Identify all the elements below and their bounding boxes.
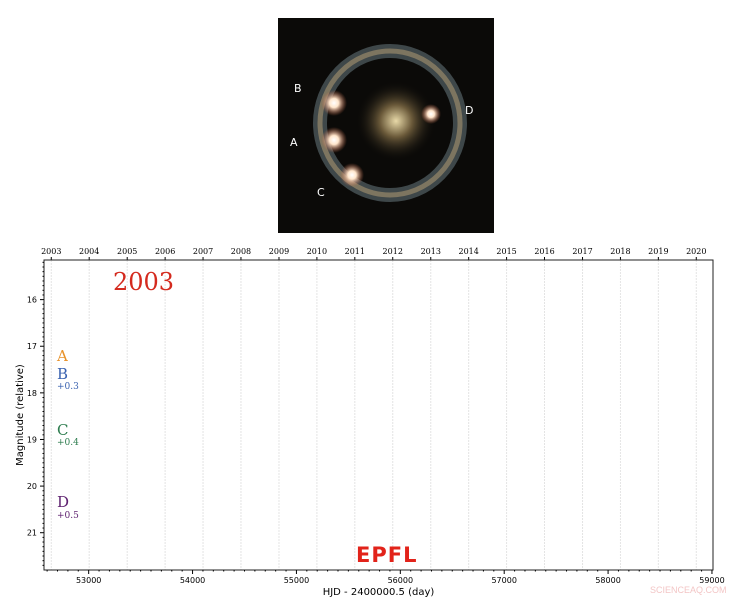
top-tick-label: 2009 — [269, 247, 289, 256]
legend-b: B — [57, 366, 68, 382]
y-tick-label: 21 — [27, 529, 37, 538]
x-tick-label: 58000 — [595, 576, 620, 585]
top-tick-label: 2010 — [307, 247, 327, 256]
legend-d: D — [57, 494, 69, 510]
epfl-logo: EPFL — [356, 543, 418, 567]
top-tick-label: 2018 — [610, 247, 630, 256]
top-tick-label: 2004 — [79, 247, 99, 256]
top-tick-label: 2020 — [686, 247, 706, 256]
x-tick-label: 54000 — [180, 576, 205, 585]
x-tick-label: 56000 — [388, 576, 413, 585]
x-tick-label: 53000 — [76, 576, 101, 585]
top-tick-label: 2007 — [193, 247, 213, 256]
y-tick-label: 16 — [27, 296, 37, 305]
top-tick-label: 2006 — [155, 247, 175, 256]
top-tick-label: 2013 — [421, 247, 441, 256]
y-axis-label: Magnitude (relative) — [15, 364, 26, 466]
image-label-c: C — [317, 186, 325, 199]
top-tick-label: 2016 — [534, 247, 554, 256]
top-tick-label: 2011 — [345, 247, 365, 256]
top-tick-label: 2019 — [648, 247, 668, 256]
watermark: SCIENCEAQ.COM — [650, 585, 727, 595]
legend-c: C — [57, 422, 68, 438]
legend-a-name: A — [57, 347, 68, 365]
y-tick-label: 18 — [27, 389, 37, 398]
y-tick-label: 19 — [27, 435, 37, 444]
legend-c-offset: +0.4 — [57, 438, 79, 448]
plot-frame — [43, 259, 714, 571]
lensed-quasar-image: B A C D — [278, 18, 494, 233]
top-tick-label: 2008 — [231, 247, 251, 256]
y-tick-label: 20 — [27, 482, 37, 491]
legend-b-offset: +0.3 — [57, 382, 79, 392]
legend-c-name: C — [57, 421, 69, 439]
legend-d-offset: +0.5 — [57, 511, 79, 521]
top-tick-label: 2012 — [383, 247, 403, 256]
top-tick-label: 2015 — [496, 247, 516, 256]
legend-a: A — [57, 348, 68, 364]
top-tick-label: 2017 — [572, 247, 592, 256]
current-year-label: 2003 — [113, 268, 175, 296]
top-tick-label: 2014 — [458, 247, 478, 256]
top-tick-label: 2003 — [41, 247, 61, 256]
x-axis-label: HJD - 2400000.5 (day) — [323, 587, 435, 598]
x-tick-label: 55000 — [284, 576, 309, 585]
x-tick-label: 59000 — [699, 576, 724, 585]
legend-b-name: B — [57, 365, 69, 383]
x-tick-label: 57000 — [491, 576, 516, 585]
y-tick-label: 17 — [27, 342, 37, 351]
image-label-d: D — [465, 104, 474, 117]
image-label-a: A — [290, 136, 298, 149]
top-tick-label: 2005 — [117, 247, 137, 256]
legend-d-name: D — [57, 493, 70, 511]
image-label-b: B — [294, 82, 302, 95]
